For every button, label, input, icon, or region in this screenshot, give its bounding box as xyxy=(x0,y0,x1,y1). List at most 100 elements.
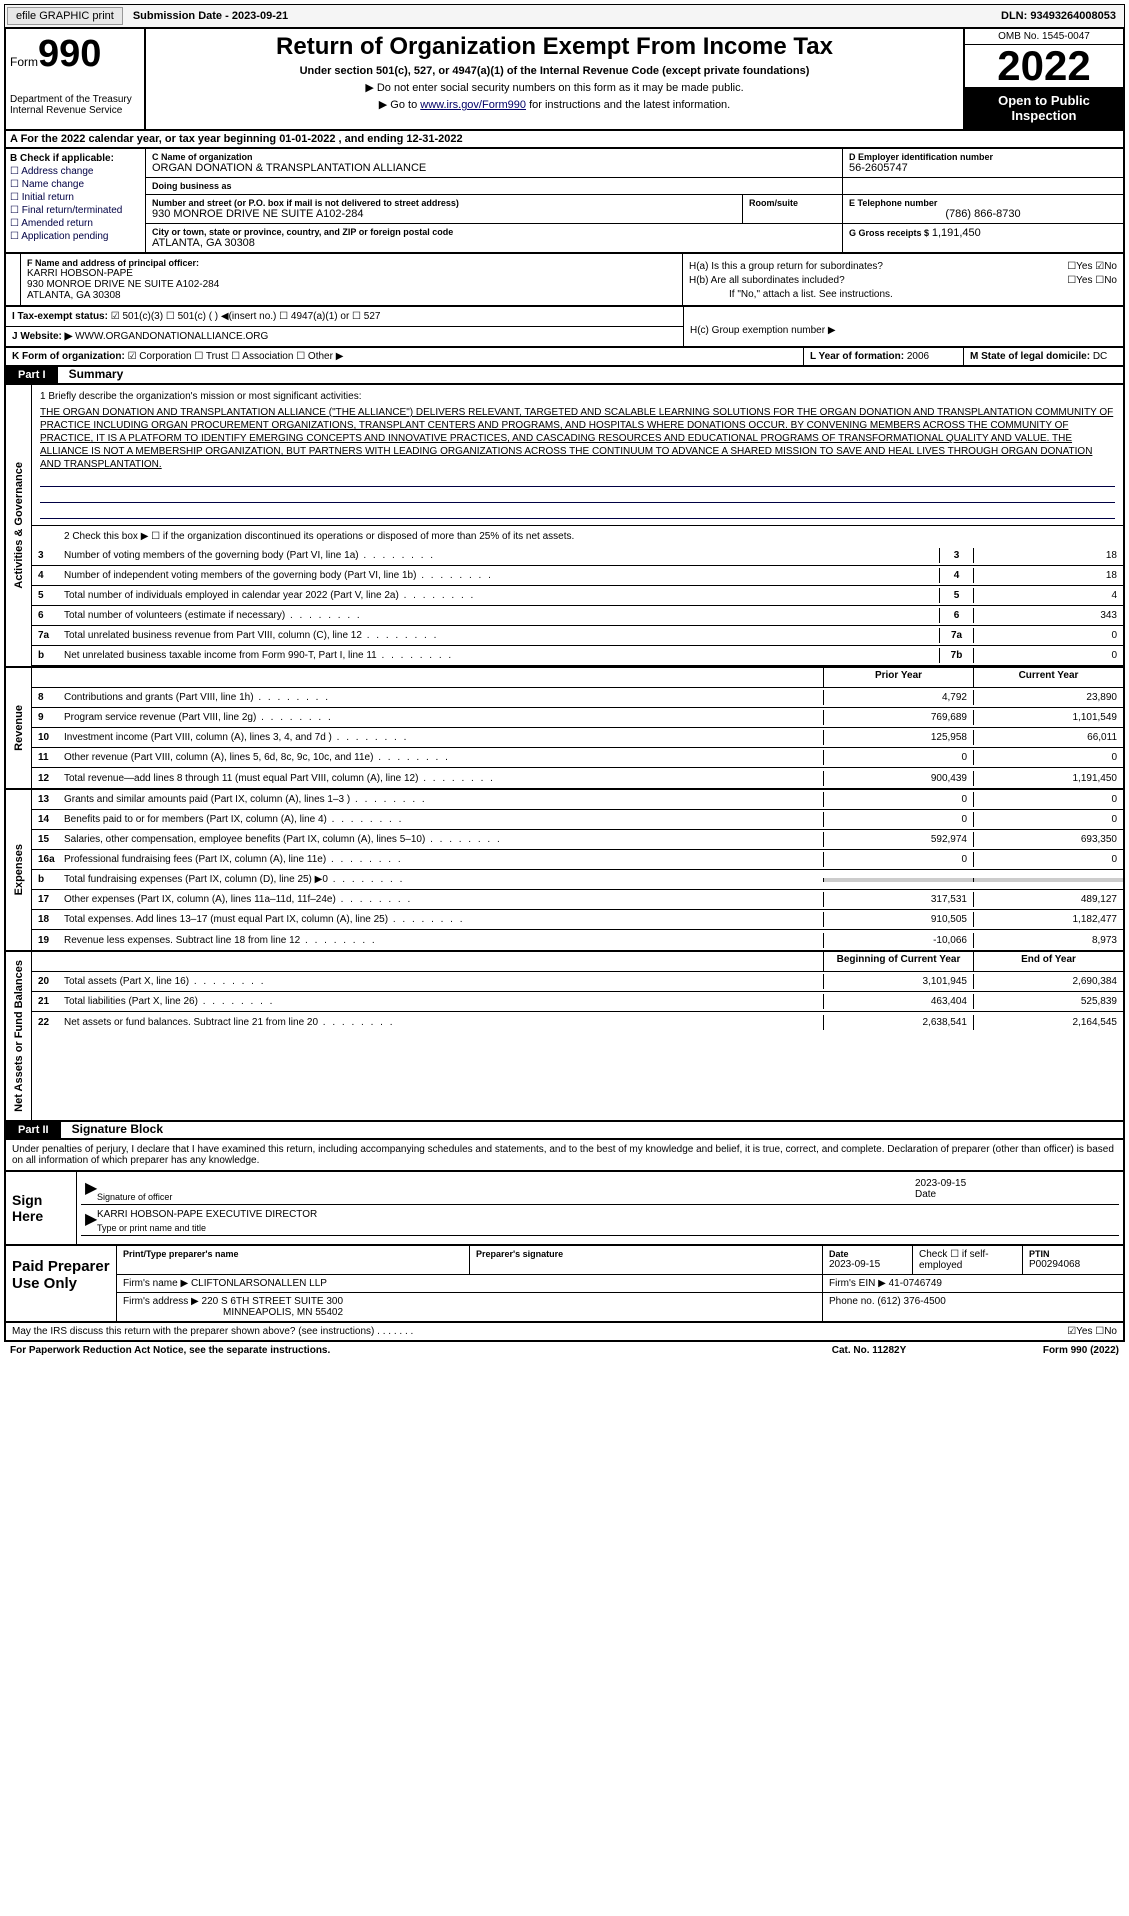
line-val: 0 xyxy=(973,648,1123,663)
sig-date: 2023-09-15 xyxy=(915,1178,1115,1189)
h-beg: Beginning of Current Year xyxy=(823,952,973,971)
line-val: 18 xyxy=(973,548,1123,563)
line-desc: Net unrelated business taxable income fr… xyxy=(60,648,939,663)
form-title-block: Return of Organization Exempt From Incom… xyxy=(146,29,963,129)
line-num: 21 xyxy=(32,996,60,1007)
room-cell: Room/suite xyxy=(743,195,843,223)
line-prior: 0 xyxy=(823,812,973,827)
k-opts[interactable]: ☑ Corporation ☐ Trust ☐ Association ☐ Ot… xyxy=(128,351,344,362)
ha-label: H(a) Is this a group return for subordin… xyxy=(689,261,1067,272)
spacer-right xyxy=(843,178,1123,194)
line-desc: Revenue less expenses. Subtract line 18 … xyxy=(60,933,823,948)
sig-officer-row: ▶ Signature of officer 2023-09-15 Date xyxy=(81,1176,1119,1205)
exp-lines-line-13: 13 Grants and similar amounts paid (Part… xyxy=(32,790,1123,810)
l-label: L Year of formation: xyxy=(810,351,904,362)
prep-sig-cell: Preparer's signature xyxy=(470,1246,823,1274)
org-name: ORGAN DONATION & TRANSPLANTATION ALLIANC… xyxy=(152,162,836,174)
chk-app-pending[interactable]: Application pending xyxy=(10,231,141,242)
line-ref: 7a xyxy=(939,628,973,643)
line-curr: 1,182,477 xyxy=(973,912,1123,927)
ha-yn[interactable]: ☐Yes ☑No xyxy=(1067,261,1117,272)
line-prior: 463,404 xyxy=(823,994,973,1009)
line-val: 18 xyxy=(973,568,1123,583)
rev-lines-line-11: 11 Other revenue (Part VIII, column (A),… xyxy=(32,748,1123,768)
paid-preparer-block: Paid Preparer Use Only Print/Type prepar… xyxy=(4,1246,1125,1323)
sign-here-label: Sign Here xyxy=(6,1172,76,1244)
ag-tab-label: Activities & Governance xyxy=(11,454,27,597)
header-bar: efile GRAPHIC print Submission Date - 20… xyxy=(4,4,1125,28)
line-curr: 489,127 xyxy=(973,892,1123,907)
na-content: Beginning of Current Year End of Year 20… xyxy=(32,952,1123,1120)
line-ref: 3 xyxy=(939,548,973,563)
line-desc: Salaries, other compensation, employee b… xyxy=(60,832,823,847)
line-num: 15 xyxy=(32,834,60,845)
form-header: Form990 Department of the Treasury Inter… xyxy=(4,28,1125,131)
line-num: b xyxy=(32,650,60,661)
line-prior: 592,974 xyxy=(823,832,973,847)
ij-left: I Tax-exempt status: ☑ 501(c)(3) ☐ 501(c… xyxy=(6,307,683,346)
line-desc: Total expenses. Add lines 13–17 (must eq… xyxy=(60,912,823,927)
g-label: G Gross receipts $ xyxy=(849,228,929,238)
firm-addr-cell: Firm's address ▶ 220 S 6TH STREET SUITE … xyxy=(117,1293,823,1321)
line-prior: 900,439 xyxy=(823,771,973,786)
website-link[interactable]: WWW.ORGANDONATIONALLIANCE.ORG xyxy=(75,331,268,342)
na-lines-line-22: 22 Net assets or fund balances. Subtract… xyxy=(32,1012,1123,1032)
ijk-wrap: I Tax-exempt status: ☑ 501(c)(3) ☐ 501(c… xyxy=(4,307,1125,348)
na-tab: Net Assets or Fund Balances xyxy=(6,952,32,1120)
line-num: 11 xyxy=(32,752,60,763)
ein: 56-2605747 xyxy=(849,162,1117,174)
chk-name-change[interactable]: Name change xyxy=(10,179,141,190)
exp-lines-line-16a: 16a Professional fundraising fees (Part … xyxy=(32,850,1123,870)
chk-final-return[interactable]: Final return/terminated xyxy=(10,205,141,216)
i-line: I Tax-exempt status: ☑ 501(c)(3) ☐ 501(c… xyxy=(6,307,683,327)
q1-label: 1 Briefly describe the organization's mi… xyxy=(40,391,1115,402)
mission-text: THE ORGAN DONATION AND TRANSPLANTATION A… xyxy=(40,406,1115,471)
ag-line-5: 5 Total number of individuals employed i… xyxy=(32,586,1123,606)
sig-officer-label: Signature of officer xyxy=(97,1192,915,1202)
exp-lines-line-18: 18 Total expenses. Add lines 13–17 (must… xyxy=(32,910,1123,930)
officer-name: KARRI HOBSON-PAPE xyxy=(27,268,676,279)
discuss-yn[interactable]: ☑Yes ☐No xyxy=(1067,1326,1117,1337)
g-gross-cell: G Gross receipts $ 1,191,450 xyxy=(843,224,1123,252)
line-curr: 23,890 xyxy=(973,690,1123,705)
line-curr: 2,690,384 xyxy=(973,974,1123,989)
open-inspection: Open to Public Inspection xyxy=(965,87,1123,129)
line-num: 7a xyxy=(32,630,60,641)
line-curr: 0 xyxy=(973,812,1123,827)
main-info-grid: B Check if applicable: Address change Na… xyxy=(4,149,1125,254)
line-curr: 525,839 xyxy=(973,994,1123,1009)
dept-text: Department of the Treasury Internal Reve… xyxy=(10,94,140,116)
j-line: J Website: ▶ WWW.ORGANDONATIONALLIANCE.O… xyxy=(6,327,683,346)
line-desc: Net assets or fund balances. Subtract li… xyxy=(60,1015,823,1030)
line-num: 18 xyxy=(32,914,60,925)
k-label: K Form of organization: xyxy=(12,351,125,362)
chk-address-change[interactable]: Address change xyxy=(10,166,141,177)
rev-lines-line-8: 8 Contributions and grants (Part VIII, l… xyxy=(32,688,1123,708)
line-prior: 769,689 xyxy=(823,710,973,725)
ag-section: Activities & Governance 1 Briefly descri… xyxy=(4,385,1125,668)
prep-name-label: Print/Type preparer's name xyxy=(123,1249,463,1259)
mission-block: 1 Briefly describe the organization's mi… xyxy=(32,385,1123,526)
chk-amended-return[interactable]: Amended return xyxy=(10,218,141,229)
ag-content: 1 Briefly describe the organization's mi… xyxy=(32,385,1123,666)
na-tab-label: Net Assets or Fund Balances xyxy=(11,952,27,1120)
bottom-line: For Paperwork Reduction Act Notice, see … xyxy=(4,1342,1125,1359)
form-label: Form xyxy=(10,55,38,69)
part1-title: Summary xyxy=(61,365,132,383)
firm-phone-label: Phone no. xyxy=(829,1296,875,1307)
prep-check-cell[interactable]: Check ☐ if self-employed xyxy=(913,1246,1023,1274)
efile-print-button[interactable]: efile GRAPHIC print xyxy=(7,7,123,25)
i-opts[interactable]: ☑ 501(c)(3) ☐ 501(c) ( ) ◀(insert no.) ☐… xyxy=(111,311,381,322)
exp-tab-label: Expenses xyxy=(11,836,27,903)
line-desc: Grants and similar amounts paid (Part IX… xyxy=(60,792,823,807)
line-ref: 6 xyxy=(939,608,973,623)
e-label: E Telephone number xyxy=(849,198,1117,208)
sig-date-label: Date xyxy=(915,1189,1115,1200)
chk-initial-return[interactable]: Initial return xyxy=(10,192,141,203)
blank-line1 xyxy=(40,473,1115,487)
exp-lines-line-14: 14 Benefits paid to or for members (Part… xyxy=(32,810,1123,830)
irs-link[interactable]: www.irs.gov/Form990 xyxy=(420,99,526,111)
dba-label: Doing business as xyxy=(152,181,836,191)
hb-yn[interactable]: ☐Yes ☐No xyxy=(1067,275,1117,286)
firm-ein-label: Firm's EIN ▶ xyxy=(829,1278,886,1289)
